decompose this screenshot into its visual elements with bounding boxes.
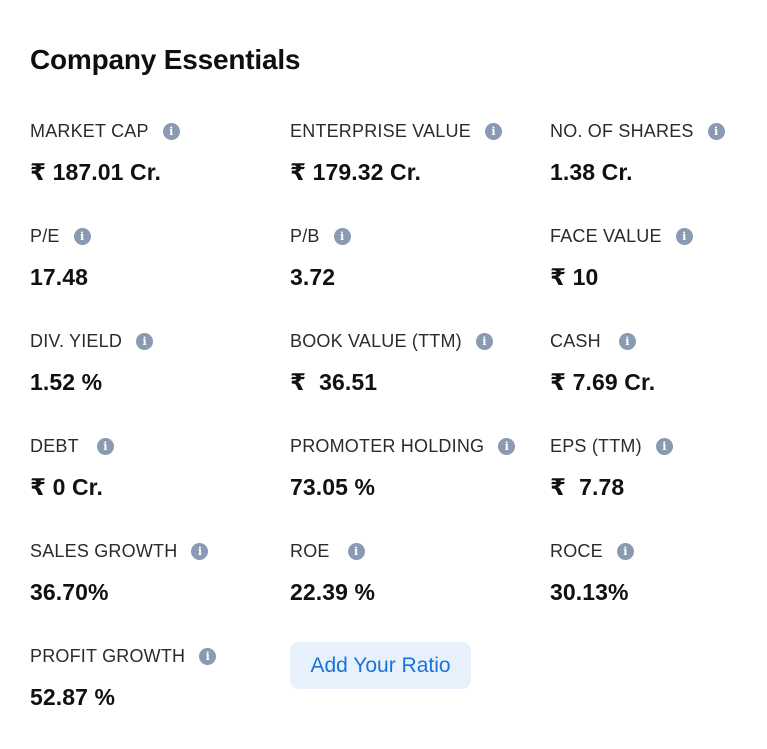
metric-label: NO. OF SHARES <box>550 120 694 141</box>
info-icon[interactable]: i <box>96 437 114 455</box>
metric-label: PROMOTER HOLDING <box>290 435 485 456</box>
metric-pe: P/E i 17.48 <box>30 223 280 313</box>
metric-label: FACE VALUE <box>550 225 662 246</box>
info-icon[interactable]: i <box>675 227 693 245</box>
metric-label: P/E <box>30 225 60 246</box>
section-title: Company Essentials <box>30 44 301 75</box>
metric-value: ₹ 7.69 Cr. <box>550 369 656 395</box>
metric-value: 17.48 <box>30 264 89 290</box>
metric-roe: ROE i 22.39 % <box>290 538 540 628</box>
info-icon[interactable]: i <box>484 122 502 140</box>
metric-cash: CASH i ₹ 7.69 Cr. <box>550 328 767 418</box>
info-icon[interactable]: i <box>498 437 516 455</box>
info-icon[interactable]: i <box>347 542 365 560</box>
metric-label: CASH <box>550 330 601 351</box>
info-icon[interactable]: i <box>707 122 725 140</box>
metric-value: ₹ 0 Cr. <box>30 474 103 500</box>
info-icon[interactable]: i <box>333 227 351 245</box>
metric-value: ₹ 7.78 <box>550 474 625 500</box>
metric-value: ₹ 179.32 Cr. <box>290 159 422 185</box>
metric-value: ₹ 10 <box>550 264 599 290</box>
metric-value: ₹ 187.01 Cr. <box>30 159 162 185</box>
metric-sales-growth: SALES GROWTH i 36.70% <box>30 538 280 628</box>
info-icon[interactable]: i <box>136 332 154 350</box>
metric-value: 30.13% <box>550 579 629 605</box>
metric-promoter-holding: PROMOTER HOLDING i 73.05 % <box>290 433 540 523</box>
metric-pb: P/B i 3.72 <box>290 223 540 313</box>
metric-value: 36.70% <box>30 579 109 605</box>
metric-value: 1.52 % <box>30 369 103 395</box>
metric-label: PROFIT GROWTH <box>30 645 186 666</box>
info-icon[interactable]: i <box>618 332 636 350</box>
metric-label: ROE <box>290 540 330 561</box>
metric-label: MARKET CAP <box>30 120 149 141</box>
metric-label: SALES GROWTH <box>30 540 178 561</box>
metric-label: ROCE <box>550 540 603 561</box>
add-your-ratio-button[interactable]: Add Your Ratio <box>290 642 471 689</box>
metric-div-yield: DIV. YIELD i 1.52 % <box>30 328 280 418</box>
metric-label: P/B <box>290 225 320 246</box>
metric-value: 22.39 % <box>290 579 376 605</box>
info-icon[interactable]: i <box>616 542 634 560</box>
info-icon[interactable]: i <box>475 332 493 350</box>
info-icon[interactable]: i <box>162 122 180 140</box>
metric-value: 52.87 % <box>30 684 116 710</box>
metric-label: BOOK VALUE (TTM) <box>290 330 462 351</box>
info-icon[interactable]: i <box>73 227 91 245</box>
metric-label: DIV. YIELD <box>30 330 123 351</box>
info-icon[interactable]: i <box>655 437 673 455</box>
metric-value: 73.05 % <box>290 474 376 500</box>
info-icon[interactable]: i <box>191 542 209 560</box>
info-icon[interactable]: i <box>199 647 217 665</box>
metric-eps: EPS (TTM) i ₹ 7.78 <box>550 433 767 523</box>
metric-face-value: FACE VALUE i ₹ 10 <box>550 223 767 313</box>
metric-debt: DEBT i ₹ 0 Cr. <box>30 433 280 523</box>
metric-value: ₹ 36.51 <box>290 369 378 395</box>
metric-label: DEBT <box>30 435 79 456</box>
metric-value: 3.72 <box>290 264 336 290</box>
metric-enterprise-value: ENTERPRISE VALUE i ₹ 179.32 Cr. <box>290 118 540 208</box>
metric-label: EPS (TTM) <box>550 435 642 456</box>
metric-no-of-shares: NO. OF SHARES i 1.38 Cr. <box>550 118 767 208</box>
metric-roce: ROCE i 30.13% <box>550 538 767 628</box>
metric-profit-growth: PROFIT GROWTH i 52.87 % <box>30 643 280 733</box>
metric-book-value: BOOK VALUE (TTM) i ₹ 36.51 <box>290 328 540 418</box>
metric-market-cap: MARKET CAP i ₹ 187.01 Cr. <box>30 118 280 208</box>
metric-label: ENTERPRISE VALUE <box>290 120 471 141</box>
metric-value: 1.38 Cr. <box>550 159 633 185</box>
